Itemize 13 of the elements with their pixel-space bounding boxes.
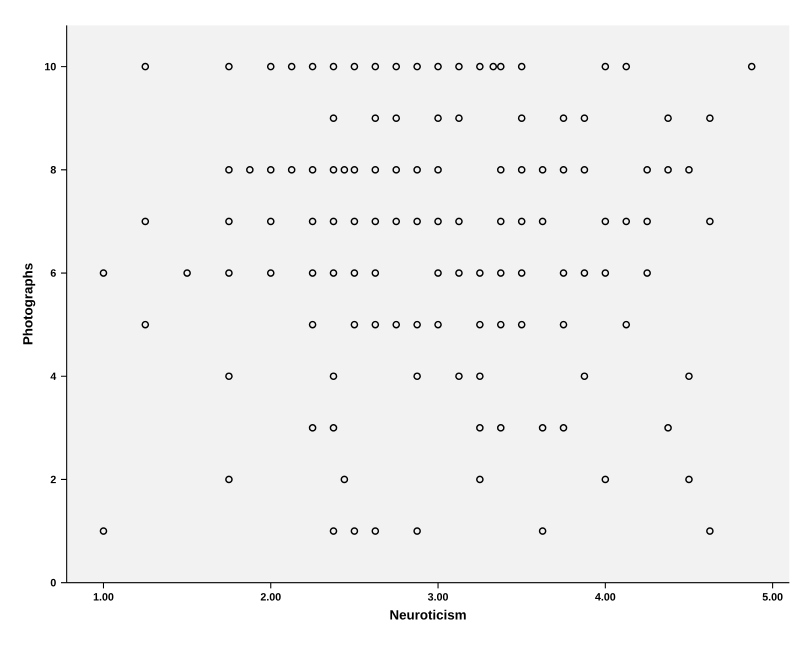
x-tick-label: 1.00 [94, 593, 114, 601]
y-tick-label: 6 [50, 269, 56, 277]
y-tick-label: 10 [45, 62, 56, 70]
x-tick-label: 5.00 [762, 593, 783, 601]
x-tick-label: 4.00 [595, 593, 616, 601]
x-tick-label: 3.00 [428, 593, 448, 601]
y-tick-label: 0 [50, 578, 56, 586]
y-tick-label: 2 [50, 476, 56, 484]
x-tick-label: 2.00 [260, 593, 281, 601]
y-tick-label: 4 [50, 372, 56, 380]
y-axis-title: Photographs [22, 263, 36, 344]
x-axis-title: Neuroticism [390, 610, 466, 620]
y-tick-label: 8 [50, 166, 56, 174]
